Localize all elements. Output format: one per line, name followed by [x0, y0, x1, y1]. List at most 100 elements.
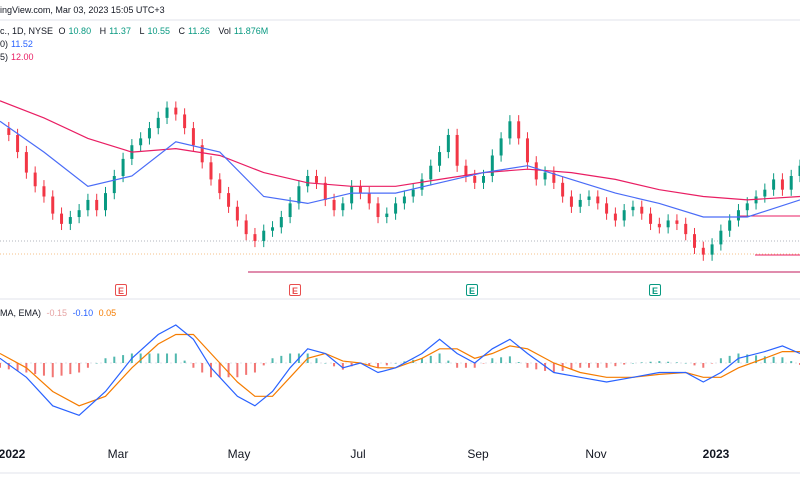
- macd-hist-bar: [605, 363, 608, 368]
- macd-hist-bar: [157, 353, 160, 363]
- ma-slow-legend: 5) 12.00: [0, 52, 37, 62]
- candle-body: [279, 217, 283, 228]
- candle-body: [332, 199, 336, 211]
- candle-body: [710, 244, 714, 255]
- macd-hist-bar: [377, 363, 380, 368]
- macd-hist-bar: [271, 358, 274, 363]
- candle-body: [482, 176, 486, 183]
- ma-fast-label: 0): [0, 39, 9, 49]
- macd-hist-bar: [174, 353, 177, 363]
- macd-hist-bar: [482, 363, 485, 364]
- macd-hist-bar: [658, 361, 661, 363]
- candle-body: [693, 234, 697, 248]
- macd-hist-bar: [438, 353, 441, 363]
- macd-hist-bar: [623, 363, 626, 365]
- macd-hist-bar: [166, 353, 169, 363]
- candle-body: [288, 203, 292, 218]
- macd-hist-bar: [385, 363, 388, 366]
- low-value: 10.55: [147, 26, 171, 36]
- candle-body: [358, 186, 362, 194]
- macd-hist-value: -0.15: [46, 308, 68, 318]
- ohlc-legend: c., 1D, NYSE O 10.80 H 11.37 L 10.55 C 11.26…: [0, 26, 274, 36]
- candle-body: [640, 206, 644, 214]
- candle-body: [235, 206, 239, 221]
- low-label: L: [139, 26, 145, 36]
- candle-body: [60, 213, 64, 224]
- candle-body: [68, 217, 72, 224]
- candle-body: [209, 162, 213, 180]
- x-tick-label: May: [227, 447, 251, 461]
- candle-body: [314, 176, 318, 183]
- candle-body: [323, 182, 327, 200]
- candle-body: [112, 176, 116, 194]
- macd-hist-bar: [649, 361, 652, 363]
- candle-body: [569, 196, 573, 207]
- candle-body: [596, 196, 600, 204]
- macd-line: [0, 324, 800, 416]
- open-value: 10.80: [68, 26, 92, 36]
- macd-hist-bar: [86, 363, 89, 368]
- candle-body: [200, 145, 204, 163]
- high-label: H: [99, 26, 107, 36]
- candle-body: [253, 234, 257, 241]
- candle-body: [657, 223, 661, 228]
- macd-label: MA, EMA): [0, 308, 42, 318]
- macd-hist-bar: [526, 363, 529, 368]
- candle-body: [622, 210, 626, 221]
- candle-body: [789, 176, 793, 190]
- macd-hist-bar: [684, 363, 687, 364]
- close-label: C: [178, 26, 186, 36]
- ma-slow-value: 12.00: [11, 52, 34, 62]
- candle-body: [350, 186, 354, 204]
- macd-hist-bar: [280, 355, 283, 363]
- macd-hist-bar: [394, 363, 397, 364]
- candle-body: [262, 230, 266, 241]
- candle-body: [631, 206, 635, 211]
- earnings-marker[interactable]: E: [466, 284, 478, 296]
- macd-hist-bar: [596, 363, 599, 368]
- macd-line-value: -0.10: [72, 308, 94, 318]
- macd-hist-bar: [324, 363, 327, 364]
- macd-hist-bar: [640, 362, 643, 363]
- x-tick-label: 2023: [702, 447, 730, 461]
- macd-hist-bar: [104, 358, 107, 363]
- candle-body: [649, 213, 653, 224]
- candle-body: [508, 121, 512, 139]
- candle-body: [411, 189, 415, 197]
- x-tick-label: 2022: [0, 447, 26, 461]
- candle-body: [165, 107, 169, 118]
- candle-body: [174, 107, 178, 115]
- candle-body: [543, 172, 547, 180]
- macd-hist-bar: [51, 363, 54, 378]
- symbol-label: c., 1D, NYSE: [0, 26, 54, 36]
- earnings-marker[interactable]: E: [649, 284, 661, 296]
- candle-body: [587, 196, 591, 200]
- candle-body: [490, 155, 494, 176]
- macd-hist-bar: [675, 362, 678, 363]
- candle-body: [306, 176, 310, 187]
- candle-body: [438, 152, 442, 166]
- macd-hist-bar: [746, 354, 749, 363]
- macd-hist-bar: [693, 363, 696, 366]
- candle-body: [798, 165, 800, 176]
- candle-body: [402, 196, 406, 204]
- earnings-marker[interactable]: E: [289, 284, 301, 296]
- candle-body: [218, 179, 222, 194]
- candle-body: [473, 176, 477, 183]
- candle-body: [464, 165, 468, 176]
- macd-hist-bar: [341, 363, 344, 370]
- candle-body: [499, 138, 503, 156]
- macd-hist-bar: [456, 363, 459, 368]
- volume-value: 11.876M: [233, 26, 269, 36]
- macd-hist-bar: [201, 363, 204, 373]
- candle-body: [394, 203, 398, 214]
- earnings-marker[interactable]: E: [115, 284, 127, 296]
- macd-hist-bar: [60, 363, 63, 376]
- macd-hist-bar: [570, 363, 573, 370]
- ma-fast-line: [0, 120, 800, 218]
- candle-body: [244, 220, 248, 235]
- candle-body: [271, 227, 275, 231]
- candle-body: [376, 203, 380, 218]
- macd-hist-bar: [183, 360, 186, 363]
